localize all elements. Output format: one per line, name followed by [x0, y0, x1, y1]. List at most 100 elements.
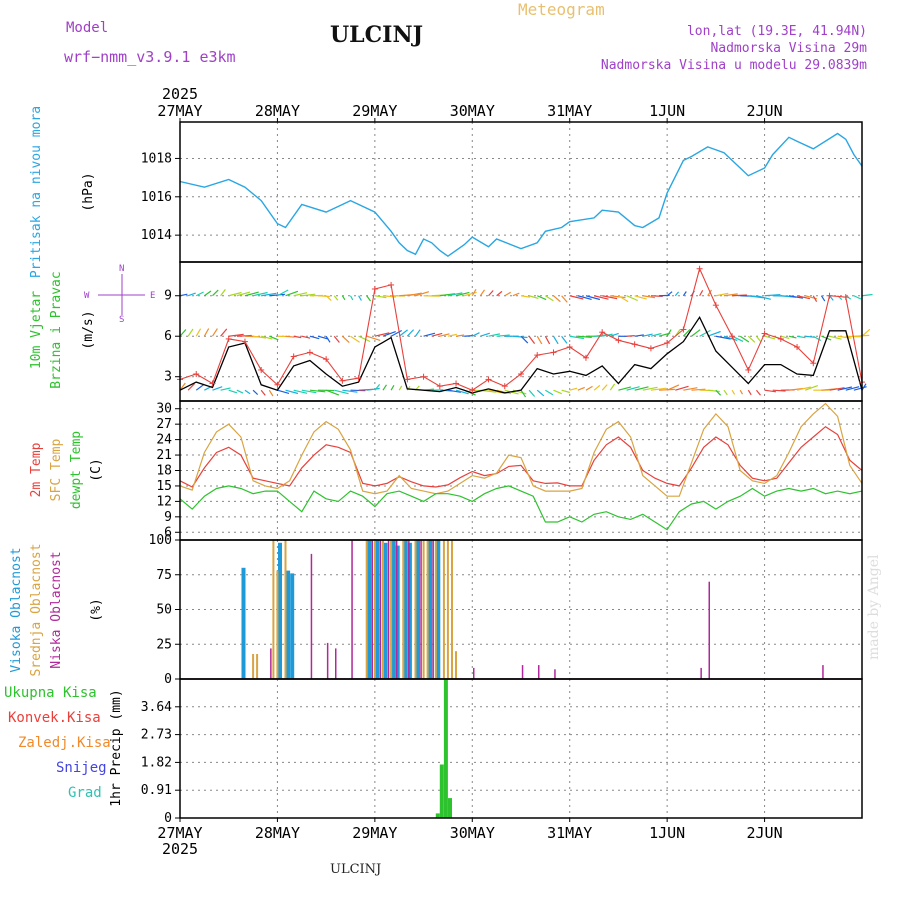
cloud-bar-2: [708, 581, 710, 679]
ytick-label-pressure: 1018: [141, 151, 172, 166]
cloud-ylabel-high: Visoka Oblacnost: [9, 547, 24, 672]
wind-arrow: [520, 389, 527, 398]
wind-arrow: [561, 389, 571, 394]
x-label-bottom: 28MAY: [255, 824, 300, 842]
wind-arrow: [829, 335, 842, 340]
wind-arrow: [610, 295, 626, 299]
wind-arrow: [544, 335, 551, 345]
wind-arrow: [228, 291, 242, 297]
precip-legend-4: Grad: [68, 785, 102, 801]
wind-arrow: [187, 383, 196, 391]
ytick-label-temperature: 6: [164, 525, 172, 540]
x-label-bottom: 30MAY: [450, 824, 495, 842]
wind-arrow: [650, 387, 667, 391]
cloud-bar-2: [270, 648, 272, 679]
wind-arrow: [382, 295, 396, 298]
cloud-bar-2: [408, 540, 410, 679]
wind-arrow: [358, 295, 362, 301]
wind-arrow: [285, 290, 299, 297]
wind-arrow: [374, 332, 390, 337]
wind-arrow: [236, 291, 251, 297]
pressure-line: [179, 132, 863, 258]
temp-line-0: [179, 425, 863, 488]
wind-arrow: [545, 295, 554, 302]
wind-arrow: [204, 290, 212, 297]
compass-w: W: [84, 291, 90, 301]
wind-arrow: [398, 385, 403, 391]
wind-arrow: [553, 295, 561, 303]
wind-arrow: [764, 335, 776, 340]
cloud-bar-0: [278, 542, 282, 679]
cloud-bar-1: [252, 654, 255, 679]
wind-arrow: [561, 295, 568, 303]
wind-arrow: [447, 292, 463, 297]
wind-arrow: [325, 389, 340, 396]
compass-e: E: [150, 291, 155, 301]
wind-arrow: [707, 330, 721, 337]
wind-arrow: [747, 335, 756, 343]
ytick-label-precip: 2.73: [141, 728, 172, 743]
cloud-ylabel-mid: Srednja Oblacnost: [29, 543, 44, 676]
cloud-bar-0: [241, 567, 246, 679]
wind-speed-line: [179, 315, 863, 394]
cloud-bar-2: [432, 540, 434, 679]
cloud-bar-0: [395, 545, 400, 679]
wind-arrow: [204, 384, 214, 391]
wind-arrow: [699, 329, 711, 337]
wind-arrow: [212, 289, 219, 297]
ytick-label-wind: 9: [164, 289, 172, 304]
cloud-bar-1: [256, 654, 259, 679]
cloud-bar-1: [402, 540, 405, 679]
wind-arrow: [731, 335, 744, 342]
station-title: ULCINJ: [330, 22, 423, 48]
wind-arrow: [837, 335, 852, 339]
wind-arrow: [715, 389, 722, 396]
wind-arrow: [341, 335, 350, 344]
cloud-bar-2: [473, 667, 475, 679]
wind-arrow: [829, 295, 834, 301]
cloud-bar-2: [822, 665, 824, 679]
wind-arrow: [585, 295, 601, 301]
wind-arrow: [179, 293, 188, 297]
elevation-label: Nadmorska Visina 29m: [710, 41, 867, 56]
wind-ylabel-1: 10m Vjetar: [29, 291, 44, 369]
wind-arrow: [179, 329, 187, 337]
wind-unit: (m/s): [81, 310, 96, 349]
wind-arrow: [464, 335, 473, 337]
wind-arrow: [269, 335, 279, 341]
x-label-bottom: 31MAY: [547, 824, 592, 842]
wind-arrow: [536, 335, 543, 345]
cloud-bar-2: [420, 540, 422, 679]
wind-arrow: [301, 389, 317, 394]
wind-arrow: [309, 389, 326, 393]
wind-arrow: [228, 333, 244, 337]
wind-arrow: [301, 293, 316, 297]
wind-arrow: [479, 289, 485, 297]
wind-arrow: [334, 389, 349, 395]
wind-arrow: [301, 335, 311, 339]
wind-arrow: [349, 295, 354, 301]
wind-arrow: [707, 289, 713, 297]
wind-arrow: [683, 387, 698, 391]
ytick-label-temperature: 30: [156, 402, 172, 417]
wind-arrow: [747, 389, 752, 396]
wind-arrow: [626, 386, 640, 391]
wind-arrow: [447, 389, 461, 393]
wind-arrow: [195, 328, 202, 337]
wind-arrow: [211, 328, 218, 337]
wind-arrow: [593, 384, 601, 391]
ytick-label-pressure: 1016: [141, 190, 172, 205]
wind-arrow: [820, 295, 826, 302]
wind-arrow: [407, 292, 422, 297]
wind-arrow: [545, 389, 554, 396]
wind-arrow: [772, 389, 786, 392]
wind-arrow: [414, 329, 421, 337]
ytick-label-temperature: 21: [156, 448, 172, 463]
wind-arrow: [252, 389, 259, 396]
wind-arrow: [650, 295, 663, 297]
coords-label: lon,lat (19.3E, 41.94N): [686, 24, 867, 39]
cloud-bar-0: [403, 540, 408, 679]
precip-legend-2: Zaledj.Kisa: [18, 735, 111, 751]
cloud-bar-2: [310, 553, 313, 679]
wind-arrow: [626, 295, 638, 302]
